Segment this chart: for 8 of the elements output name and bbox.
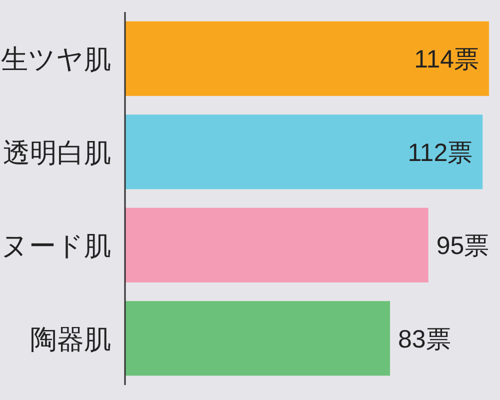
- y-tick-label: 陶器肌: [30, 324, 111, 356]
- data-label: 95票: [436, 232, 490, 260]
- y-tick-label: 透明白肌: [3, 138, 111, 169]
- y-tick-label: 生ツヤ肌: [1, 44, 111, 76]
- y-tick-label: ヌード肌: [1, 231, 111, 262]
- data-label: 83票: [398, 325, 451, 354]
- data-label: 114票: [414, 46, 479, 74]
- data-label: 112票: [408, 138, 473, 167]
